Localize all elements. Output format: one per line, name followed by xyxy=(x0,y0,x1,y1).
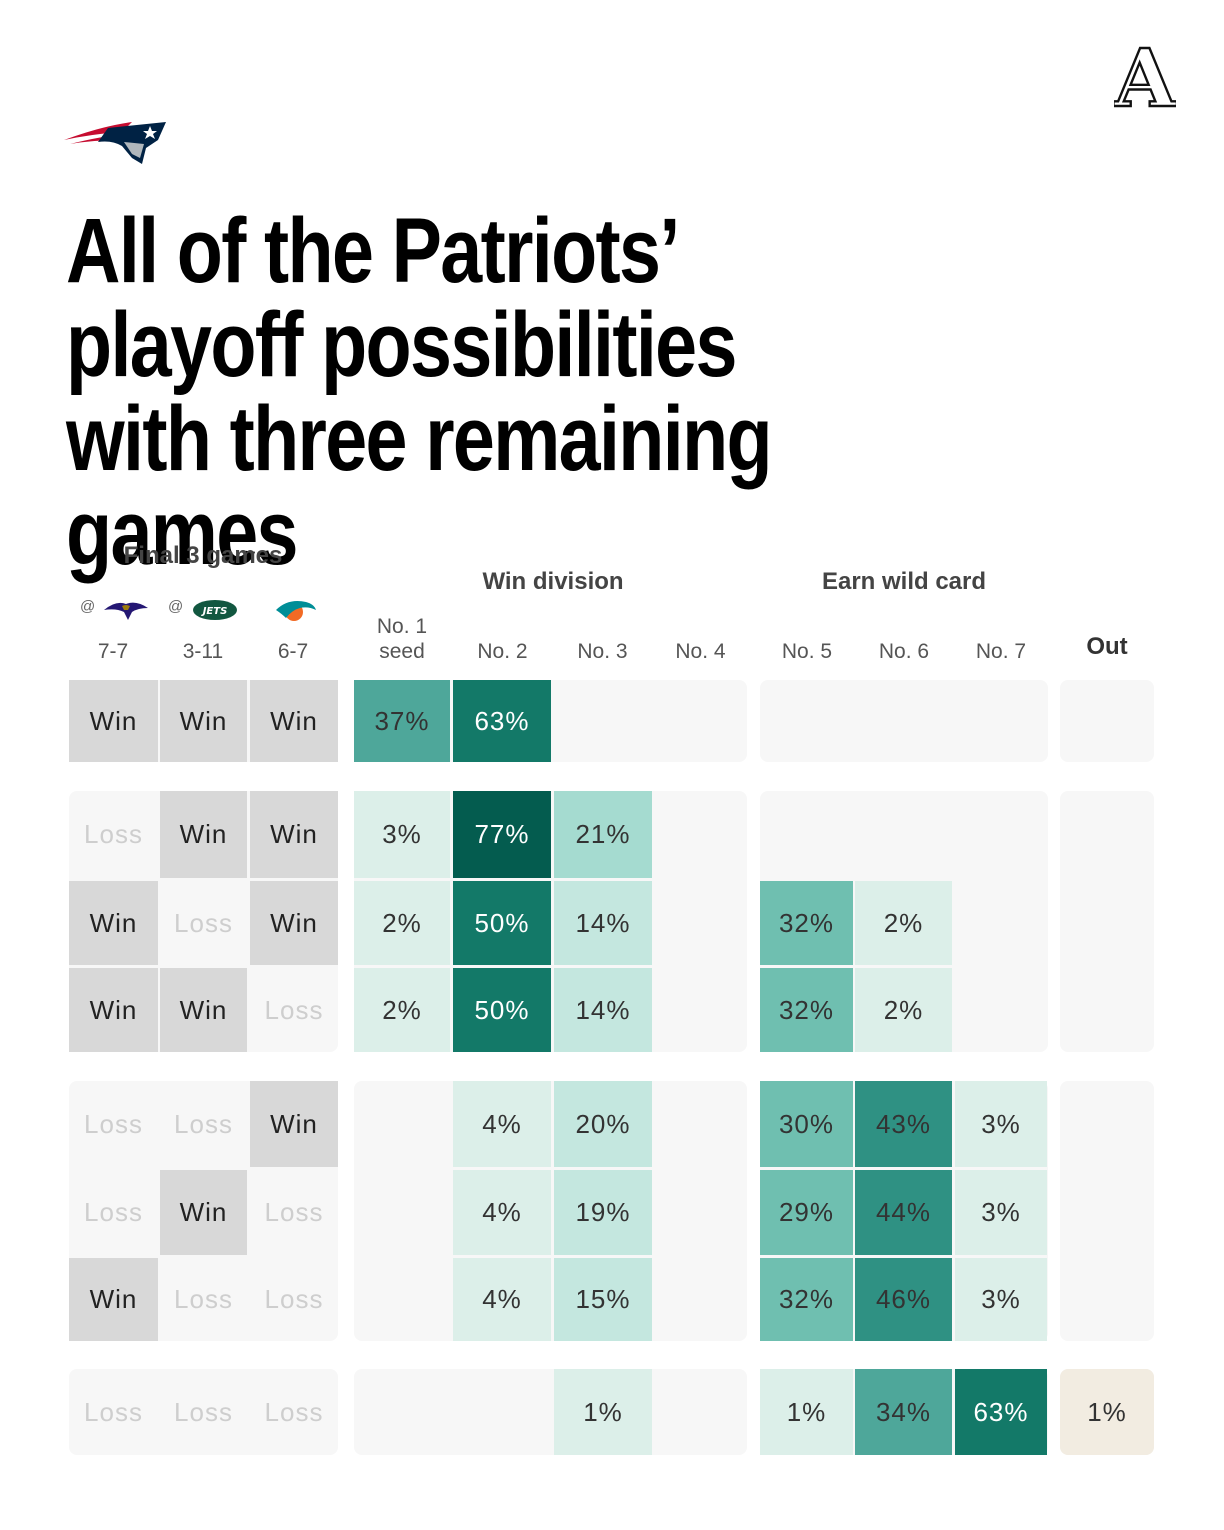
column-header-no5: No. 5 xyxy=(781,640,833,663)
result-win-cell: Win xyxy=(160,1170,247,1255)
result-win-cell: Win xyxy=(250,1081,338,1167)
probability-cell: 77% xyxy=(453,791,551,878)
probability-cell: 29% xyxy=(760,1170,853,1255)
patriots-logo-icon xyxy=(64,122,166,164)
row-group-background xyxy=(1060,1081,1154,1341)
result-loss-cell: Loss xyxy=(174,907,233,938)
result-win-cell: Win xyxy=(69,881,158,965)
result-loss-cell: Loss xyxy=(174,1108,233,1139)
column-header-line1: No. 1 xyxy=(376,615,428,638)
probability-cell: 3% xyxy=(955,1081,1047,1167)
svg-text:A: A xyxy=(1114,44,1176,110)
probability-cell: 4% xyxy=(453,1258,551,1341)
result-win-cell: Win xyxy=(160,791,247,878)
row-group-background xyxy=(1060,680,1154,762)
result-loss-cell: Loss xyxy=(264,994,324,1025)
row-group-background xyxy=(354,1369,747,1455)
probability-cell: 43% xyxy=(855,1081,952,1167)
probability-cell: 3% xyxy=(955,1258,1047,1341)
probability-cell: 19% xyxy=(554,1170,652,1255)
probability-cell: 63% xyxy=(955,1369,1047,1455)
probability-cell: 63% xyxy=(453,680,551,762)
record-jets: 3-11 xyxy=(182,640,224,663)
probability-cell: 32% xyxy=(760,881,853,965)
column-header-no6: No. 6 xyxy=(878,640,930,663)
result-win-cell: Win xyxy=(69,680,158,762)
column-header-no3: No. 3 xyxy=(577,640,628,663)
result-loss-cell: Loss xyxy=(174,1396,233,1427)
probability-cell: 3% xyxy=(354,791,450,878)
away-marker: @ xyxy=(168,598,184,615)
result-loss-cell: Loss xyxy=(264,1396,324,1427)
dolphins-logo-icon xyxy=(276,601,316,621)
result-loss-cell: Loss xyxy=(84,1108,143,1139)
probability-cell: 1% xyxy=(1060,1369,1154,1455)
probability-cell: 1% xyxy=(554,1369,652,1455)
jets-logo-icon: JETS xyxy=(193,600,237,620)
probability-cell: 50% xyxy=(453,968,551,1052)
probability-cell: 2% xyxy=(855,968,952,1052)
probability-cell: 46% xyxy=(855,1258,952,1341)
result-win-cell: Win xyxy=(250,791,338,878)
probability-cell: 2% xyxy=(354,881,450,965)
wild-card-label: Earn wild card xyxy=(821,568,987,595)
away-marker: @ xyxy=(80,598,96,615)
opponent-dolphins xyxy=(256,596,336,626)
result-loss-cell: Loss xyxy=(84,819,143,849)
headline: All of the Patriots’ playoff possibiliti… xyxy=(66,200,773,584)
result-win-cell: Win xyxy=(250,680,338,762)
result-win-cell: Win xyxy=(250,881,338,965)
record-ravens: 7-7 xyxy=(97,640,129,663)
row-group-background xyxy=(1060,791,1154,1052)
row-group-background xyxy=(760,680,1048,762)
result-win-cell: Win xyxy=(160,968,247,1052)
probability-cell: 1% xyxy=(760,1369,853,1455)
probability-cell: 14% xyxy=(554,881,652,965)
result-loss-cell: Loss xyxy=(84,1396,143,1427)
column-header-no7: No. 7 xyxy=(975,640,1027,663)
column-header-no1: No. 1 seed xyxy=(352,614,452,664)
probability-cell: 30% xyxy=(760,1081,853,1167)
result-loss-cell: Loss xyxy=(264,1197,324,1227)
result-win-cell: Win xyxy=(69,1258,158,1341)
the-athletic-a-logo-icon: A xyxy=(1114,44,1176,110)
probability-cell: 4% xyxy=(453,1170,551,1255)
record-dolphins: 6-7 xyxy=(277,640,309,663)
opponent-ravens: @ xyxy=(78,598,158,628)
result-loss-cell: Loss xyxy=(264,1284,324,1314)
probability-cell: 34% xyxy=(855,1369,952,1455)
probability-cell: 37% xyxy=(354,680,450,762)
win-division-label: Win division xyxy=(482,568,624,595)
probability-cell: 14% xyxy=(554,968,652,1052)
result-loss-cell: Loss xyxy=(84,1197,143,1227)
probability-cell: 4% xyxy=(453,1081,551,1167)
probability-cell: 3% xyxy=(955,1170,1047,1255)
probability-cell: 32% xyxy=(760,1258,853,1341)
column-header-line2: seed xyxy=(379,640,425,663)
probability-cell: 20% xyxy=(554,1081,652,1167)
ravens-logo-icon xyxy=(104,602,148,620)
result-win-cell: Win xyxy=(160,680,247,762)
row-group-background xyxy=(69,1369,338,1455)
probability-cell: 44% xyxy=(855,1170,952,1255)
column-header-out: Out xyxy=(1086,633,1128,660)
probability-cell: 2% xyxy=(354,968,450,1052)
probability-cell: 50% xyxy=(453,881,551,965)
final-games-label: Final 3 games xyxy=(123,542,283,569)
svg-text:JETS: JETS xyxy=(201,606,228,617)
probability-cell: 21% xyxy=(554,791,652,878)
probability-cell: 15% xyxy=(554,1258,652,1341)
result-win-cell: Win xyxy=(69,968,158,1052)
result-loss-cell: Loss xyxy=(174,1284,233,1314)
probability-cell: 32% xyxy=(760,968,853,1052)
column-header-no2: No. 2 xyxy=(477,640,528,663)
probability-cell: 2% xyxy=(855,881,952,965)
opponent-jets: @ JETS xyxy=(166,598,246,628)
column-header-no4: No. 4 xyxy=(675,640,726,663)
